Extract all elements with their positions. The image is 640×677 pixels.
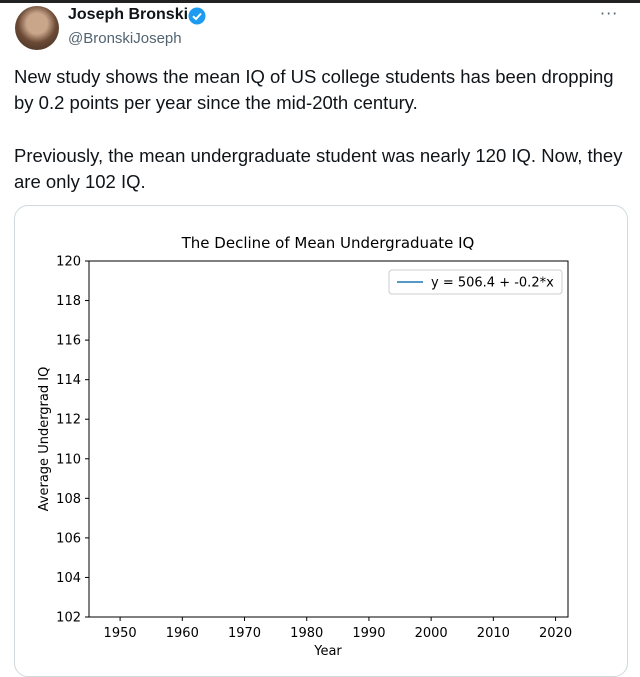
x-tick-label: 1950: [104, 626, 137, 641]
x-axis-label: Year: [313, 644, 342, 659]
y-tick-label: 118: [56, 294, 81, 309]
y-tick-label: 110: [56, 452, 81, 467]
legend-box: [388, 269, 563, 295]
chart: The Decline of Mean Undergraduate IQ Yea…: [37, 234, 572, 659]
y-tick-label: 102: [56, 611, 81, 626]
x-tick-label: 1990: [352, 626, 385, 641]
y-tick-label: 120: [56, 255, 81, 270]
legend-label: y = 506.4 + -0.2*x: [431, 276, 554, 291]
x-tick-label: 1980: [290, 626, 323, 641]
y-tick-label: 106: [56, 531, 81, 546]
plot-frame: [88, 260, 569, 618]
tweet-text: Previously, the mean undergraduate stude…: [14, 145, 623, 192]
author-handle[interactable]: @BronskiJoseph: [68, 30, 182, 47]
y-tick-label: 108: [56, 492, 81, 507]
x-tick-label: 2010: [477, 626, 510, 641]
tweet-text: New study shows the mean IQ of US colleg…: [14, 66, 614, 113]
chart-title: The Decline of Mean Undergraduate IQ: [181, 234, 475, 252]
verified-badge: [188, 7, 206, 25]
x-tick-label: 1960: [166, 626, 199, 641]
more-menu[interactable]: ···: [600, 4, 619, 23]
author-name[interactable]: Joseph Bronski: [68, 6, 189, 23]
y-tick-label: 104: [56, 571, 81, 586]
y-tick-label: 112: [56, 413, 81, 428]
top-border: [0, 0, 640, 3]
avatar[interactable]: [15, 6, 59, 50]
y-axis-label: Average Undergrad IQ: [37, 367, 52, 512]
x-tick-label: 1970: [228, 626, 261, 641]
x-tick-label: 2000: [415, 626, 448, 641]
y-tick-label: 116: [56, 334, 81, 349]
y-tick-label: 114: [56, 373, 81, 388]
x-tick-label: 2020: [539, 626, 572, 641]
